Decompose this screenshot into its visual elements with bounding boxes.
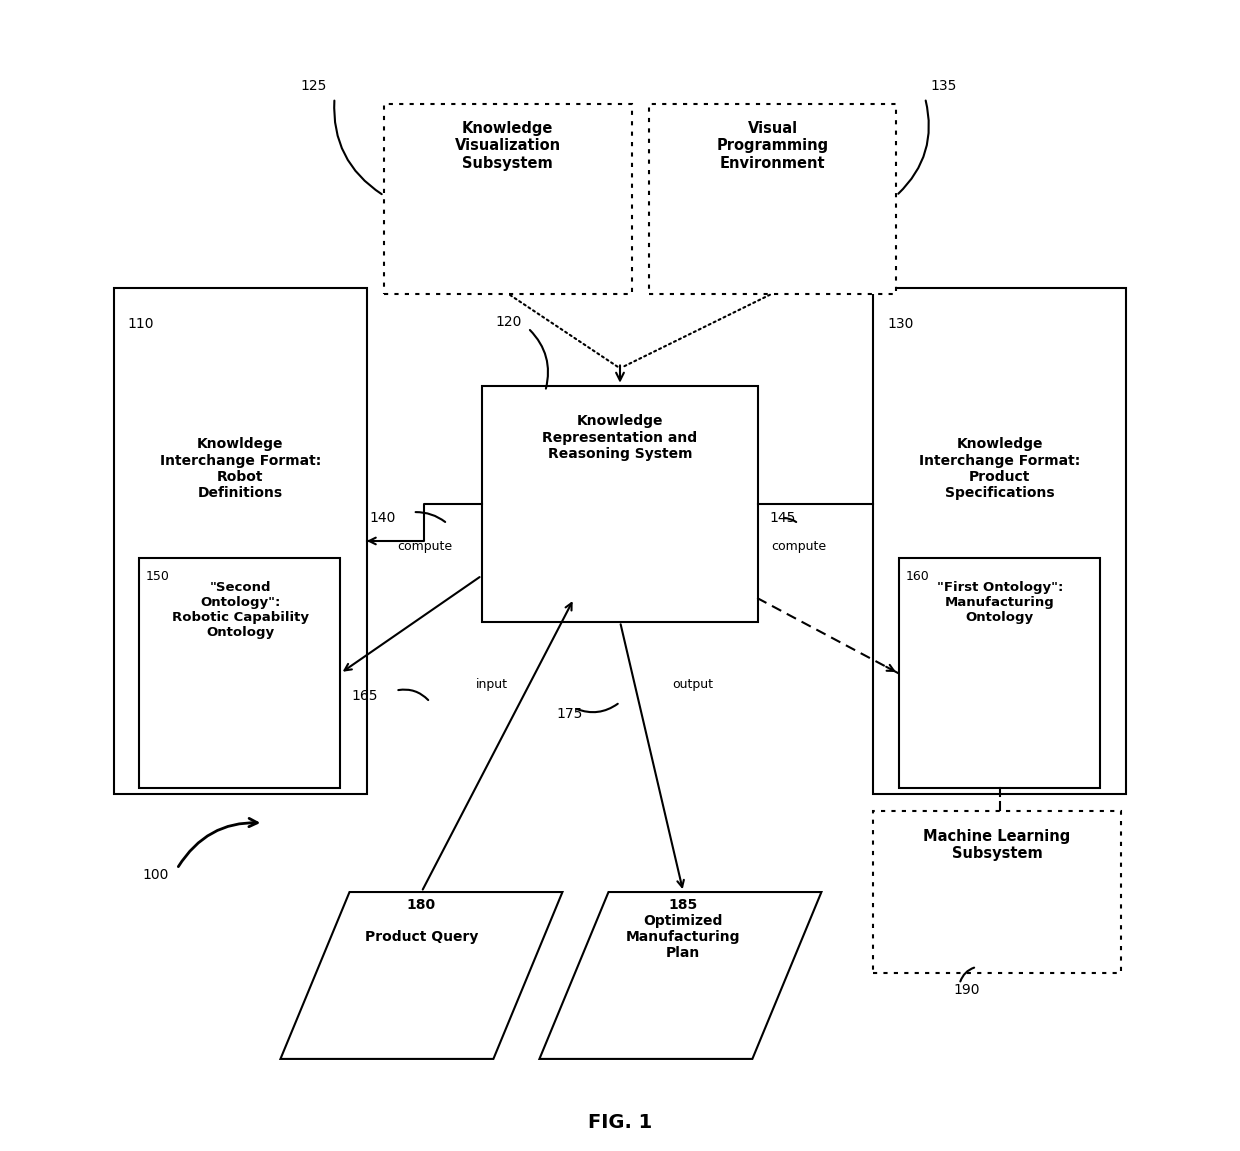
Text: 190: 190 <box>954 983 981 997</box>
FancyBboxPatch shape <box>873 811 1121 973</box>
Text: 160: 160 <box>905 570 929 582</box>
Text: Visual
Programming
Environment: Visual Programming Environment <box>717 121 828 170</box>
Text: 145: 145 <box>770 511 796 525</box>
Text: input: input <box>476 678 508 692</box>
Text: "First Ontology":
Manufacturing
Ontology: "First Ontology": Manufacturing Ontology <box>936 581 1063 624</box>
Text: Machine Learning
Subsystem: Machine Learning Subsystem <box>924 829 1070 861</box>
Text: 130: 130 <box>887 317 914 330</box>
Text: Knowldege
Interchange Format:
Robot
Definitions: Knowldege Interchange Format: Robot Defi… <box>160 437 321 500</box>
Polygon shape <box>539 892 821 1059</box>
FancyBboxPatch shape <box>384 104 631 294</box>
Text: "Second
Ontology":
Robotic Capability
Ontology: "Second Ontology": Robotic Capability On… <box>171 581 309 639</box>
FancyBboxPatch shape <box>139 558 340 788</box>
Polygon shape <box>280 892 563 1059</box>
Text: 100: 100 <box>143 868 169 882</box>
Text: FIG. 1: FIG. 1 <box>588 1113 652 1131</box>
Text: compute: compute <box>397 540 451 554</box>
Text: 110: 110 <box>128 317 154 330</box>
Text: 150: 150 <box>146 570 170 582</box>
Text: 185
Optimized
Manufacturing
Plan: 185 Optimized Manufacturing Plan <box>626 898 740 960</box>
Text: compute: compute <box>771 540 826 554</box>
Text: 165: 165 <box>352 689 378 703</box>
FancyBboxPatch shape <box>649 104 897 294</box>
FancyBboxPatch shape <box>114 288 367 794</box>
Text: Knowledge
Visualization
Subsystem: Knowledge Visualization Subsystem <box>455 121 560 170</box>
Text: 135: 135 <box>931 79 957 93</box>
Text: 180

Product Query: 180 Product Query <box>365 898 479 944</box>
FancyBboxPatch shape <box>482 386 758 622</box>
Text: 175: 175 <box>557 707 583 721</box>
Text: 140: 140 <box>370 511 396 525</box>
FancyBboxPatch shape <box>873 288 1126 794</box>
Text: Knowledge
Representation and
Reasoning System: Knowledge Representation and Reasoning S… <box>542 414 698 460</box>
Text: Knowledge
Interchange Format:
Product
Specifications: Knowledge Interchange Format: Product Sp… <box>919 437 1080 500</box>
Text: 125: 125 <box>300 79 326 93</box>
Text: output: output <box>672 678 713 692</box>
Text: 120: 120 <box>496 315 522 329</box>
FancyBboxPatch shape <box>899 558 1100 788</box>
